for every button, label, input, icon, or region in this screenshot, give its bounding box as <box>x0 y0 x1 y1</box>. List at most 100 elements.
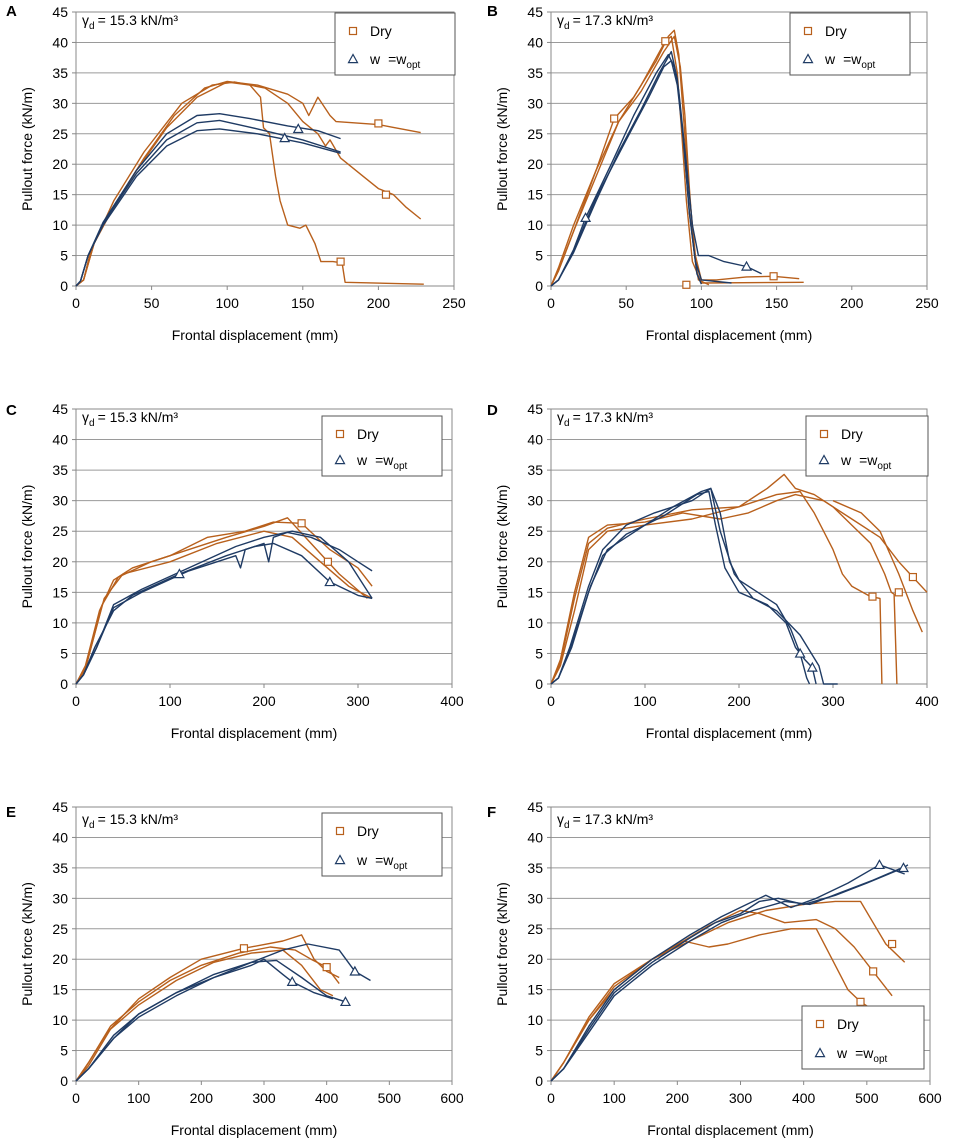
density-annotation: γd = 15.3 kN/m³ <box>82 12 178 32</box>
x-tick-label: 600 <box>918 1090 942 1106</box>
y-tick-label: 15 <box>52 187 68 203</box>
dry-marker-2-0 <box>381 190 391 199</box>
legend-wet-sub: opt <box>861 60 875 71</box>
wet-marker-3-0 <box>873 859 885 870</box>
x-tick-label: 200 <box>840 295 864 311</box>
series-line-wet-4 <box>75 531 373 685</box>
y-tick-label: 0 <box>535 1073 543 1089</box>
legend-wet-sub: opt <box>877 461 891 472</box>
legend-wet-w: w <box>369 51 381 67</box>
legend-dry-label: Dry <box>841 426 863 442</box>
legend-box <box>805 415 929 477</box>
gamma-subscript: d <box>564 418 570 429</box>
x-tick-label: 200 <box>252 693 276 709</box>
x-tick-label: 400 <box>440 693 464 709</box>
x-tick-label: 100 <box>690 295 714 311</box>
density-annotation: γd = 17.3 kN/m³ <box>557 811 653 831</box>
wet-marker-3-1 <box>741 260 753 271</box>
wet-marker-3-0 <box>349 965 361 976</box>
legend-dry-label: Dry <box>825 23 847 39</box>
x-tick-label: 400 <box>792 1090 816 1106</box>
panel-label: F <box>487 804 496 821</box>
y-tick-label: 25 <box>52 523 68 539</box>
y-tick-label: 0 <box>535 676 543 692</box>
legend: Dry w =wopt <box>321 415 443 477</box>
wet-marker-4-0 <box>897 862 909 873</box>
legend-wet-w: w <box>836 1045 848 1061</box>
y-tick-label: 45 <box>52 401 68 417</box>
legend-wet-eq: =w <box>843 51 862 67</box>
dry-marker-legend <box>335 826 345 836</box>
y-tick-label: 35 <box>52 65 68 81</box>
x-tick-label: 500 <box>378 1090 402 1106</box>
series-line-wet-3 <box>550 864 905 1082</box>
y-tick-label: 25 <box>52 126 68 142</box>
dry-marker-2-0 <box>856 997 865 1006</box>
series-line-dry-0 <box>75 521 373 685</box>
legend-box <box>321 812 443 877</box>
series-line-wet-5 <box>550 866 905 1082</box>
y-tick-label: 45 <box>52 799 68 815</box>
y-tick-label: 35 <box>527 462 543 478</box>
legend: Dry w =wopt <box>334 12 456 76</box>
y-tick-label: 15 <box>527 982 543 998</box>
x-tick-label: 400 <box>315 1090 339 1106</box>
series-line-wet-5 <box>75 959 346 1082</box>
dry-marker-0-0 <box>239 944 249 953</box>
x-tick-label: 500 <box>855 1090 879 1106</box>
legend-wet-eq: =w <box>859 452 878 468</box>
legend-dry-label: Dry <box>837 1016 859 1032</box>
x-tick-label: 0 <box>72 693 80 709</box>
x-tick-label: 150 <box>765 295 789 311</box>
y-tick-label: 10 <box>52 1012 68 1028</box>
legend-box <box>801 1005 925 1070</box>
y-tick-label: 0 <box>60 676 68 692</box>
y-tick-label: 35 <box>52 860 68 876</box>
y-tick-label: 10 <box>527 1012 543 1028</box>
x-axis-title: Frontal displacement (mm) <box>171 1122 338 1138</box>
series-line-dry-1 <box>550 35 804 287</box>
legend-wet-eq: =w <box>375 852 394 868</box>
y-tick-label: 5 <box>535 1043 543 1059</box>
gamma-subscript: d <box>89 418 95 429</box>
y-tick-label: 0 <box>60 278 68 294</box>
y-tick-label: 20 <box>527 951 543 967</box>
panel-label: B <box>487 3 498 20</box>
wet-marker-legend <box>802 53 814 64</box>
legend-wet-eq: =w <box>388 51 407 67</box>
wet-marker-5-0 <box>339 996 351 1007</box>
x-tick-label: 300 <box>821 693 845 709</box>
gamma-value: = 17.3 kN/m³ <box>573 409 654 425</box>
legend-wet-sub: opt <box>406 60 420 71</box>
y-tick-label: 30 <box>527 890 543 906</box>
x-tick-label: 250 <box>442 295 466 311</box>
series-line-dry-3 <box>832 500 923 633</box>
legend-wet-label: w =wopt <box>356 452 408 472</box>
panel-b: B 0 5 10 15 20 25 30 35 40 45 0 50 100 150 200 250 Fronta… <box>487 3 939 343</box>
wet-marker-3-0 <box>173 568 185 579</box>
gamma-value: = 15.3 kN/m³ <box>98 409 179 425</box>
series-line-dry-2 <box>75 530 373 685</box>
y-tick-label: 35 <box>527 860 543 876</box>
wet-marker-legend <box>334 454 346 465</box>
density-annotation: γd = 15.3 kN/m³ <box>82 409 178 429</box>
legend-wet-eq: =w <box>375 452 394 468</box>
dry-marker-0-0 <box>297 519 306 528</box>
dry-marker-1-0 <box>322 963 331 972</box>
legend-box <box>334 12 456 76</box>
panel-label: D <box>487 402 498 419</box>
x-tick-label: 300 <box>346 693 370 709</box>
panel-f: F 0 5 10 15 20 25 30 35 40 45 0 100 200 300 400 500 600 Fr… <box>487 799 942 1138</box>
gamma-value: = 17.3 kN/m³ <box>573 811 654 827</box>
y-tick-label: 0 <box>60 1073 68 1089</box>
y-tick-label: 10 <box>52 217 68 233</box>
y-tick-label: 25 <box>52 921 68 937</box>
y-axis-title: Pullout force (kN/m) <box>494 87 510 211</box>
y-tick-label: 40 <box>527 34 543 50</box>
gamma-value: = 17.3 kN/m³ <box>573 12 654 28</box>
x-tick-label: 250 <box>915 295 939 311</box>
plot-frame <box>75 11 455 287</box>
wet-marker-3-1 <box>324 576 336 587</box>
x-tick-label: 0 <box>72 1090 80 1106</box>
